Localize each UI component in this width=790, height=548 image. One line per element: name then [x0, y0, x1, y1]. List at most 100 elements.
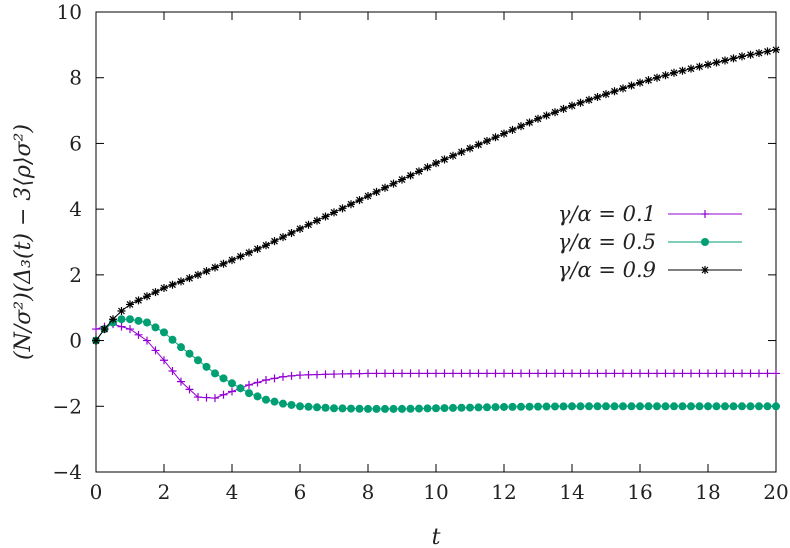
x-tick-label: 10 [423, 480, 448, 504]
data-point [177, 277, 185, 286]
data-point [525, 118, 534, 127]
data-point [585, 95, 593, 104]
data-point [721, 56, 729, 65]
data-point [347, 404, 355, 413]
data-point [763, 369, 772, 378]
data-point [347, 369, 355, 378]
data-point [619, 402, 627, 411]
data-point [168, 366, 177, 375]
data-point [772, 369, 780, 378]
legend: γ/α = 0.1 γ/α = 0.5 γ/α = 0.9 [558, 202, 742, 282]
data-point [117, 322, 126, 331]
y-axis-label: (N/σ²)(Δ₃(t) − 3⟨ρ⟩σ²) [11, 124, 36, 360]
data-point [474, 369, 483, 378]
data-point [508, 369, 517, 378]
data-point [347, 200, 355, 209]
data-point [92, 336, 100, 345]
data-point [372, 187, 381, 196]
data-point [194, 270, 202, 279]
data-point [355, 404, 364, 413]
data-point [185, 349, 194, 358]
data-point [168, 335, 177, 344]
data-point [687, 369, 695, 378]
data-point [517, 369, 525, 378]
data-point [415, 167, 423, 176]
data-point [211, 369, 219, 378]
data-point [559, 402, 568, 411]
data-point [653, 369, 661, 378]
data-point [746, 50, 755, 59]
data-point [738, 402, 746, 411]
data-point [712, 58, 721, 67]
data-point [389, 404, 398, 413]
data-point [474, 140, 483, 149]
data-point [202, 267, 211, 276]
data-point [134, 330, 143, 339]
legend-label: γ/α = 0.1 [558, 202, 656, 226]
series-line [95, 49, 777, 341]
data-point [483, 403, 491, 412]
data-point [653, 402, 661, 411]
data-point [695, 62, 704, 71]
data-point [228, 379, 236, 388]
data-point [491, 403, 500, 412]
data-point [92, 325, 100, 334]
data-point [670, 68, 678, 77]
data-point [398, 369, 406, 378]
data-point [423, 369, 432, 378]
data-point [109, 315, 117, 324]
data-point [483, 369, 491, 378]
data-point [296, 371, 304, 380]
data-point [151, 346, 160, 355]
data-point [508, 402, 517, 411]
data-point [610, 87, 619, 96]
data-point [491, 369, 500, 378]
data-point [372, 404, 381, 413]
data-point [287, 228, 296, 237]
data-point [602, 90, 610, 99]
data-point [262, 376, 270, 384]
x-tick-label: 8 [362, 480, 375, 504]
data-point [559, 369, 568, 378]
data-point [287, 371, 296, 380]
data-point [755, 369, 763, 378]
data-point [245, 389, 253, 398]
data-point [704, 369, 712, 378]
data-point [160, 356, 168, 365]
data-point [100, 325, 109, 334]
data-point [559, 104, 568, 113]
data-point [313, 403, 321, 412]
data-point [627, 402, 636, 411]
data-point [296, 402, 304, 411]
data-point [143, 318, 151, 327]
data-point [500, 369, 508, 378]
x-tick-label: 0 [90, 480, 103, 504]
data-point [738, 52, 746, 61]
data-point [321, 370, 330, 379]
data-point [126, 300, 134, 309]
data-point [661, 402, 670, 411]
data-point [576, 402, 585, 411]
data-point [576, 369, 585, 378]
data-point [245, 248, 253, 257]
data-point [304, 220, 313, 229]
data-point [253, 244, 262, 253]
data-point [338, 369, 347, 378]
data-point [500, 129, 508, 138]
data-point [593, 93, 602, 102]
x-axis-label: t [432, 525, 441, 548]
data-point [627, 81, 636, 90]
data-point [381, 404, 389, 413]
data-point [678, 402, 687, 411]
data-point [636, 369, 644, 378]
data-point [313, 370, 321, 379]
data-point [117, 307, 126, 315]
data-point [551, 369, 559, 378]
data-point [194, 356, 202, 365]
data-point [763, 402, 772, 411]
data-point [457, 148, 466, 157]
data-point [330, 208, 338, 217]
data-point [330, 370, 338, 379]
data-point [534, 114, 542, 123]
data-point [678, 66, 687, 75]
